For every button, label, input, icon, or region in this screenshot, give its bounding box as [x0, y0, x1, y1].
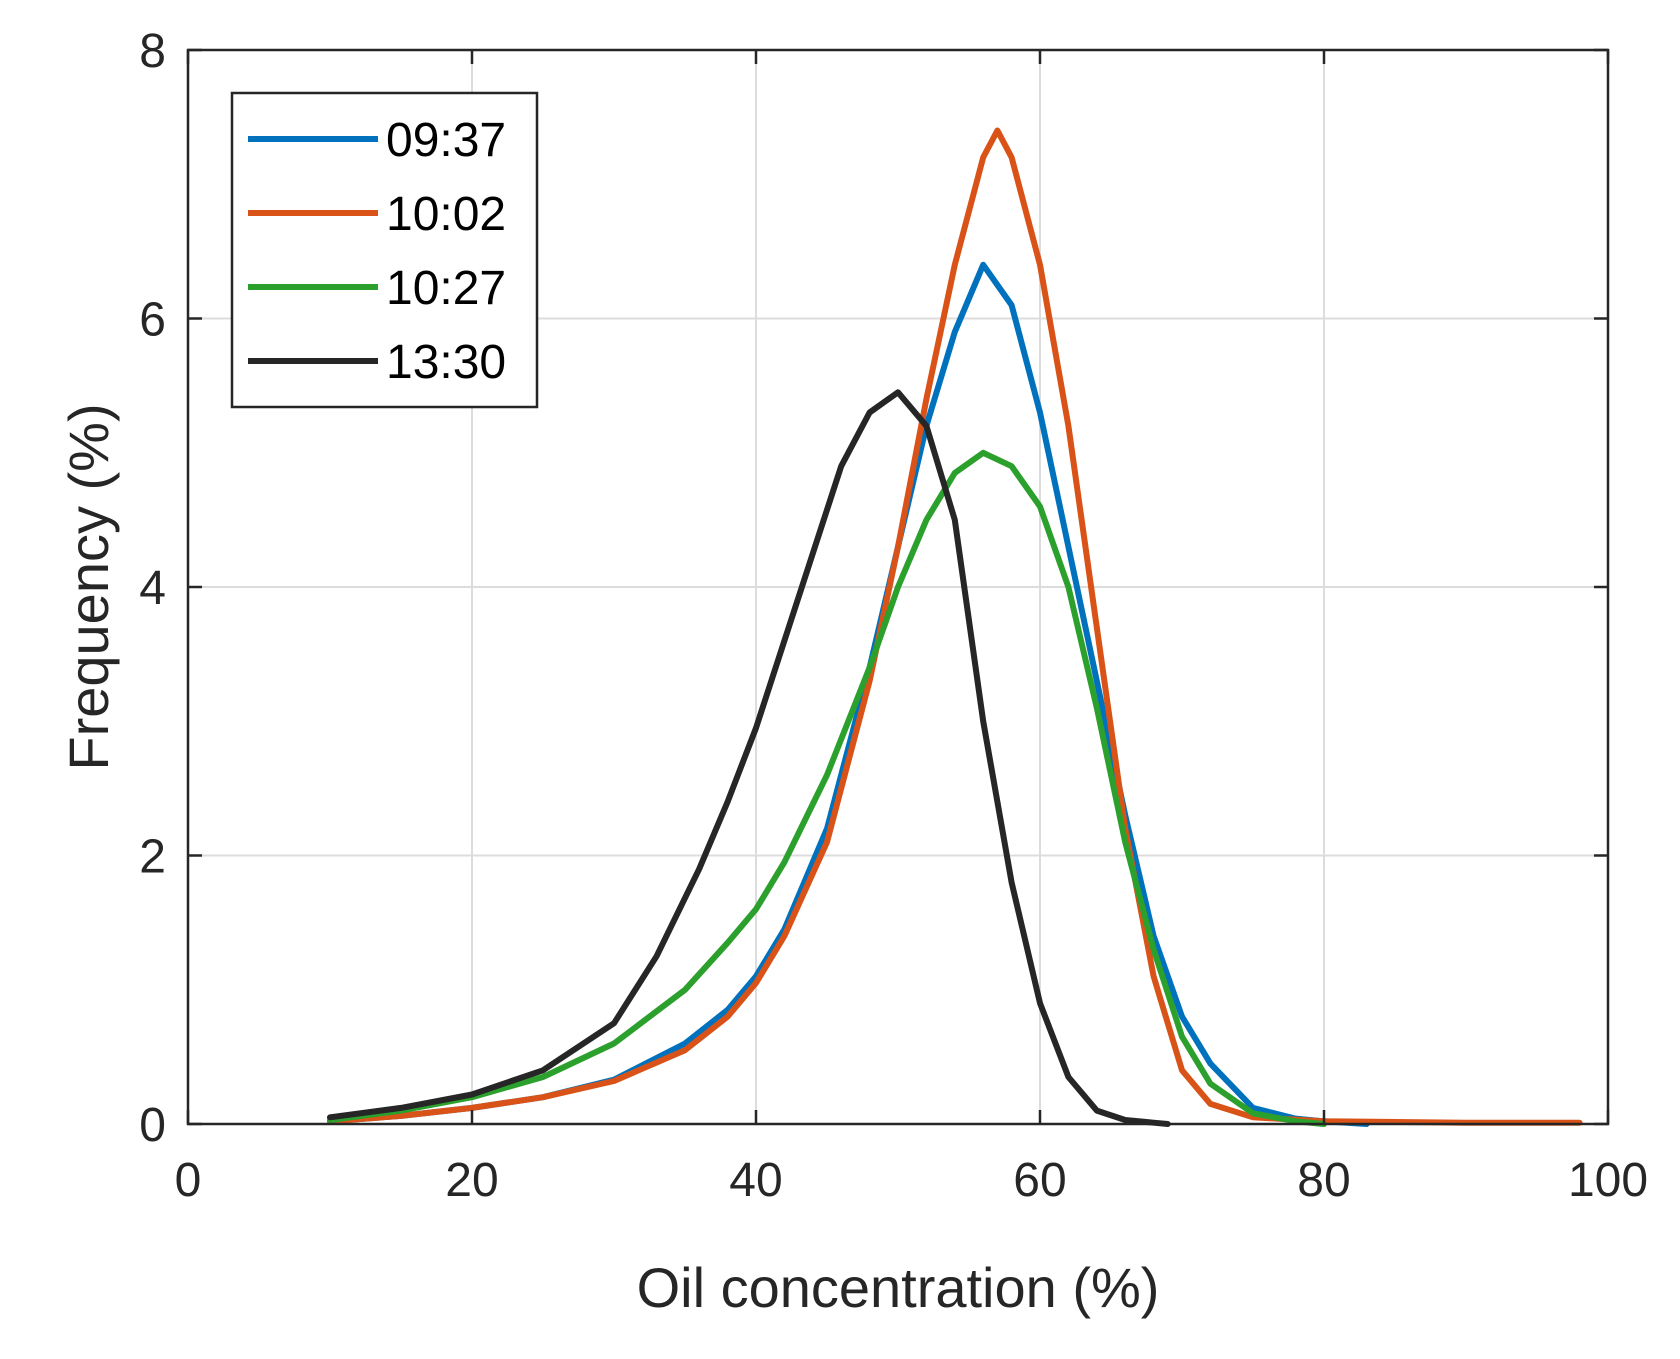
x-tick-label: 0 — [175, 1154, 202, 1207]
series-line-2 — [327, 449, 1327, 1127]
legend: 09:37 10:02 10:27 13:30 — [230, 91, 539, 409]
series-line-3 — [327, 389, 1171, 1127]
series-lines — [327, 127, 1583, 1127]
legend-label: 10:02 — [386, 188, 506, 241]
x-tick-label: 100 — [1568, 1154, 1648, 1207]
legend-box — [230, 91, 539, 409]
y-tick-label: 6 — [139, 294, 166, 347]
legend-label: 09:37 — [386, 114, 506, 167]
x-tick-label: 60 — [1013, 1154, 1066, 1207]
x-axis-label: Oil concentration (%) — [637, 1256, 1160, 1319]
x-tick-label: 80 — [1297, 1154, 1350, 1207]
y-tick-label: 4 — [139, 562, 166, 615]
legend-label: 13:30 — [386, 336, 506, 389]
x-tick-label: 20 — [445, 1154, 498, 1207]
axis-ticks: 0 20 40 60 80 100 0 2 4 6 8 — [139, 25, 1648, 1207]
legend-label: 10:27 — [386, 262, 506, 315]
series-line-1 — [327, 127, 1583, 1126]
y-tick-label: 2 — [139, 831, 166, 884]
y-tick-label: 8 — [139, 25, 166, 78]
y-axis-label: Frequency (%) — [57, 403, 120, 770]
y-tick-label: 0 — [139, 1099, 166, 1152]
x-tick-label: 40 — [729, 1154, 782, 1207]
